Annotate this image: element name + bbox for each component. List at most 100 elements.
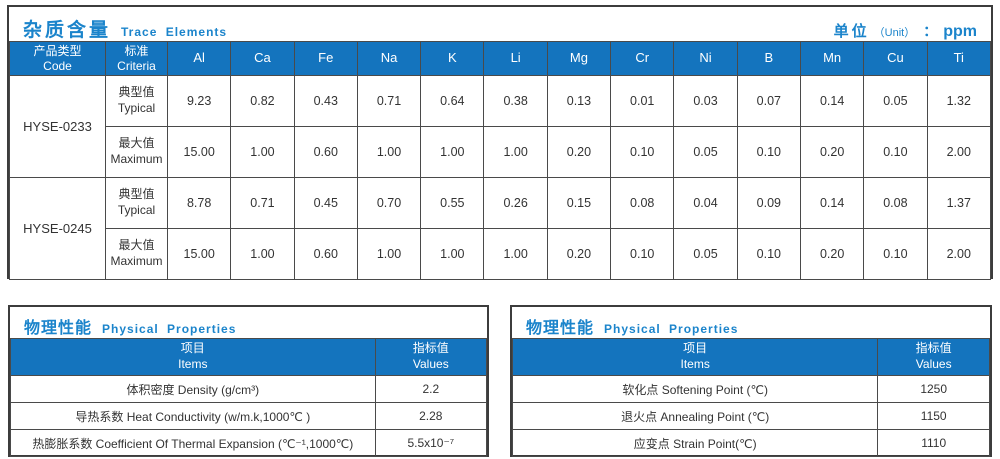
trace-value: 0.05: [673, 228, 738, 280]
col-header-element: Ni: [673, 41, 738, 76]
col-header-code: 产品类型 Code: [9, 41, 106, 76]
property-value: 2.28: [374, 402, 488, 430]
col-header-element: Mn: [799, 41, 865, 76]
col-header-values-zh: 指标值: [412, 341, 449, 356]
col-header-values-zh: 指标值: [915, 341, 952, 356]
trace-value: 0.10: [863, 228, 928, 280]
trace-elements-table: 产品类型 Code 标准 Criteria Al Ca Fe Na K Li M…: [9, 41, 992, 280]
col-header-code-zh: 产品类型: [33, 43, 82, 58]
physical-left-title-zh: 物理性能: [24, 320, 93, 337]
trace-elements-title-bar: 杂质含量 Trace Elements 单位 （Unit） ： ppm: [9, 7, 991, 41]
property-value: 1150: [877, 402, 990, 430]
property-value: 5.5x10⁻⁷: [374, 429, 488, 457]
col-header-criteria-en: Criteria: [117, 58, 156, 73]
table-row: 最大值 Maximum 15.00 1.00 0.60 1.00 1.00 1.…: [10, 228, 992, 280]
physical-right-header-row: 项目 Items 指标值 Values: [511, 338, 990, 376]
col-header-values-en: Values: [915, 357, 952, 371]
unit-colon: ：: [923, 23, 938, 39]
trace-value: 0.05: [863, 75, 928, 127]
trace-value: 0.10: [863, 126, 928, 178]
property-value: 1110: [877, 429, 990, 457]
table-row: HYSE-0233 典型值 Typical 9.23 0.82 0.43 0.7…: [9, 75, 992, 178]
property-item: 应变点 Strain Point(℃): [511, 429, 879, 457]
trace-title-en: Trace Elements: [121, 25, 228, 39]
physical-left-title-en: Physical Properties: [102, 322, 237, 336]
col-header-element: Cu: [863, 41, 928, 76]
col-header-code-en: Code: [43, 58, 72, 73]
trace-value: 0.13: [546, 75, 612, 127]
trace-value: 0.60: [293, 228, 358, 280]
physical-right-title-zh: 物理性能: [526, 320, 595, 337]
trace-value: 0.01: [610, 75, 675, 127]
physical-properties-left-panel: 物理性能 Physical Properties 项目 Items 指标值 Va…: [8, 305, 489, 457]
table-row: 最大值 Maximum 15.00 1.00 0.60 1.00 1.00 1.…: [10, 126, 992, 178]
unit-value: ppm: [943, 23, 977, 40]
physical-right-title-en: Physical Properties: [604, 322, 739, 336]
criteria-label-en: Typical: [117, 203, 156, 217]
trace-value: 0.10: [610, 126, 675, 178]
criteria-label-en: Maximum: [110, 254, 163, 268]
table-row: 体积密度 Density (g/cm³) 2.2: [10, 375, 488, 403]
trace-value: 0.14: [799, 75, 865, 127]
trace-value: 0.10: [736, 126, 801, 178]
trace-value: 0.43: [293, 75, 358, 127]
trace-value: 0.08: [863, 177, 928, 229]
col-header-element: Cr: [610, 41, 675, 76]
trace-value: 1.00: [420, 126, 485, 178]
col-header-values-en: Values: [412, 357, 449, 371]
col-header-values: 指标值 Values: [374, 338, 488, 376]
col-header-values: 指标值 Values: [877, 338, 990, 376]
trace-value: 0.20: [799, 126, 865, 178]
col-header-items-en: Items: [178, 357, 208, 371]
trace-value: 0.09: [736, 177, 801, 229]
criteria-label: 最大值 Maximum: [105, 228, 168, 280]
property-item: 软化点 Softening Point (℃): [511, 375, 879, 403]
trace-value: 1.32: [926, 75, 992, 127]
trace-value: 1.00: [483, 228, 548, 280]
col-header-items-zh: 项目: [180, 341, 205, 356]
criteria-label-zh: 最大值: [118, 238, 155, 253]
unit-label: 单位 （Unit） ： ppm: [834, 20, 977, 41]
trace-value: 0.10: [610, 228, 675, 280]
property-value: 2.2: [374, 375, 488, 403]
col-header-element: Ti: [926, 41, 992, 76]
col-header-criteria: 标准 Criteria: [105, 41, 168, 76]
unit-paren: （Unit）: [873, 27, 916, 39]
physical-properties-right-panel: 物理性能 Physical Properties 项目 Items 指标值 Va…: [510, 305, 992, 457]
trace-value: 9.23: [166, 75, 232, 127]
property-value: 1250: [877, 375, 990, 403]
trace-value: 0.64: [420, 75, 485, 127]
table-row: 热膨胀系数 Coefficient Of Thermal Expansion (…: [10, 429, 488, 457]
col-header-element: Al: [166, 41, 232, 76]
product-code: HYSE-0233: [9, 75, 106, 178]
trace-value: 0.15: [546, 177, 612, 229]
criteria-label: 典型值 Typical: [105, 75, 168, 127]
trace-value: 0.20: [546, 228, 612, 280]
col-header-element: Mg: [546, 41, 612, 76]
trace-value: 2.00: [926, 126, 992, 178]
trace-value: 0.04: [673, 177, 738, 229]
col-header-items-zh: 项目: [683, 341, 708, 356]
trace-value: 0.71: [230, 177, 295, 229]
trace-value: 0.60: [293, 126, 358, 178]
trace-value: 0.26: [483, 177, 548, 229]
product-code: HYSE-0245: [9, 177, 106, 280]
trace-value: 0.20: [799, 228, 865, 280]
col-header-element: Na: [356, 41, 422, 76]
table-row: HYSE-0245 典型值 Typical 8.78 0.71 0.45 0.7…: [9, 177, 992, 280]
criteria-label-zh: 典型值: [118, 187, 155, 202]
trace-value: 8.78: [166, 177, 232, 229]
property-item: 热膨胀系数 Coefficient Of Thermal Expansion (…: [10, 429, 376, 457]
col-header-items-en: Items: [680, 357, 710, 371]
trace-elements-panel: 杂质含量 Trace Elements 单位 （Unit） ： ppm 产品类型…: [7, 5, 993, 280]
criteria-label-zh: 典型值: [118, 85, 155, 100]
criteria-label-en: Typical: [117, 101, 156, 115]
trace-value: 2.00: [926, 228, 992, 280]
trace-title-zh: 杂质含量: [23, 20, 112, 41]
physical-left-table: 项目 Items 指标值 Values 体积密度 Density (g/cm³)…: [10, 338, 488, 457]
trace-value: 1.00: [230, 126, 295, 178]
trace-value: 1.00: [230, 228, 295, 280]
trace-value: 0.05: [673, 126, 738, 178]
trace-value: 15.00: [166, 228, 232, 280]
trace-value: 0.14: [799, 177, 865, 229]
